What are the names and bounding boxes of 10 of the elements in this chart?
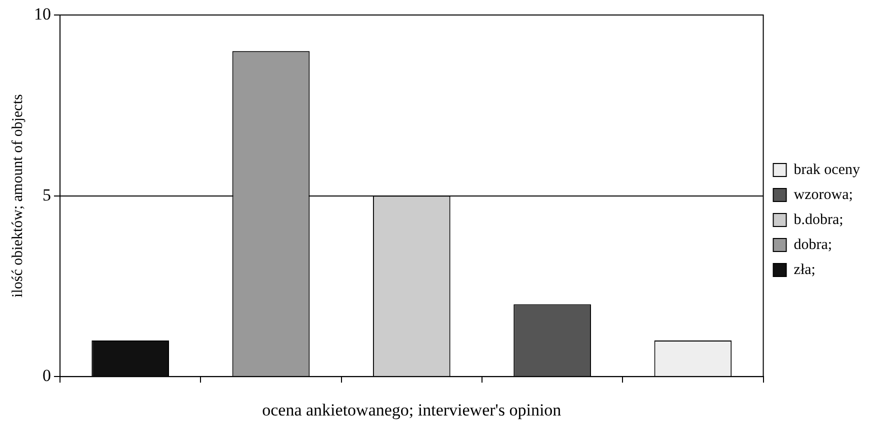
legend-label: zła;	[794, 262, 816, 278]
legend-label: brak oceny	[794, 162, 860, 178]
legend-label: wzorowa;	[794, 186, 853, 203]
y-axis-title: ilość obiektów; amount of objects	[10, 94, 26, 298]
y-tick-label: 10	[34, 4, 51, 24]
x-axis-title: ocena ankietowanego; interviewer's opinion	[262, 400, 562, 420]
legend-label: b.dobra;	[794, 212, 844, 228]
y-tick-label: 5	[42, 185, 51, 204]
y-tick-label: 0	[42, 366, 51, 386]
legend-label: dobra;	[794, 236, 832, 253]
